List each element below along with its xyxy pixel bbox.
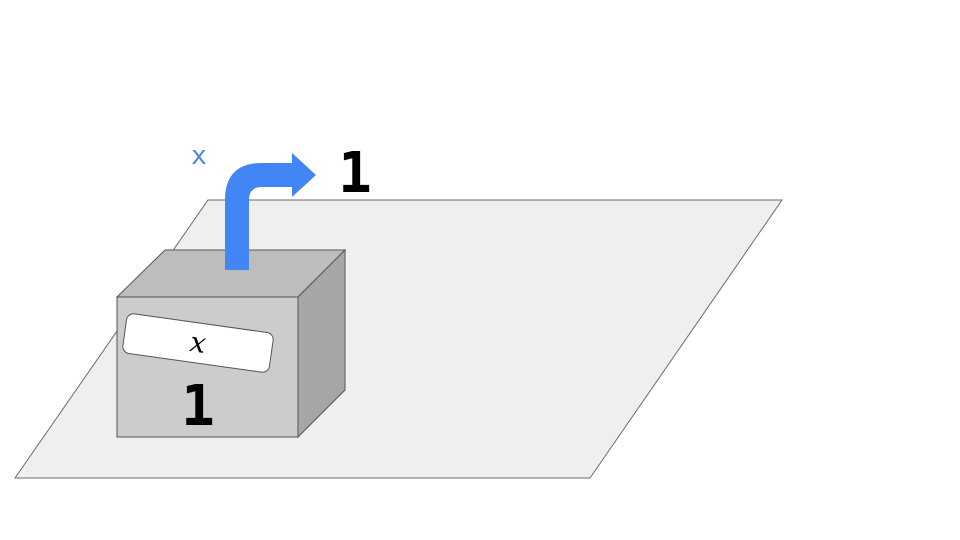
box-label-card: x xyxy=(122,313,274,373)
box-value-text: 1 xyxy=(181,374,215,439)
output-value-text: 1 xyxy=(338,141,372,206)
arrow-label-text: x xyxy=(191,141,207,171)
box-label-text: x xyxy=(188,325,208,360)
output-arrow-icon xyxy=(225,153,316,270)
